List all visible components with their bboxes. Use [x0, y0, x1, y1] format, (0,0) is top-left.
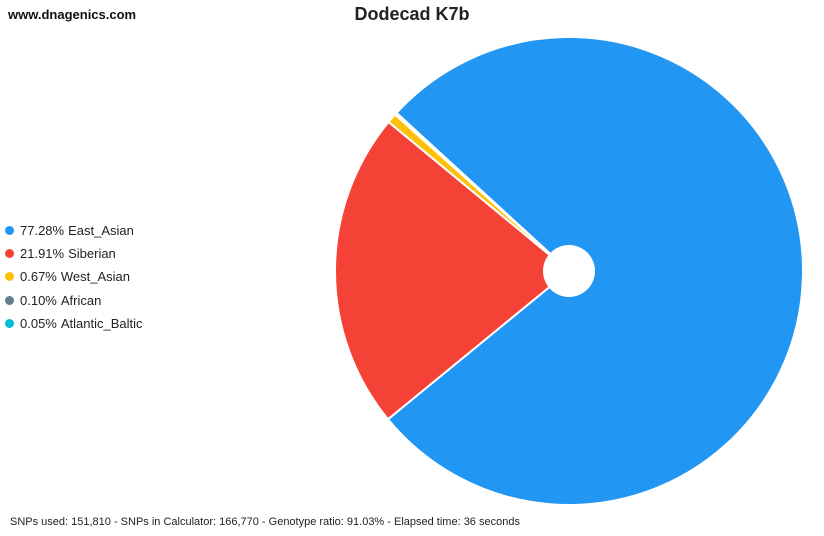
legend-item-siberian[interactable]: 21.91% Siberian [5, 242, 143, 265]
legend-value: 0.10% [20, 292, 57, 308]
pie-slice-siberian[interactable] [334, 121, 570, 421]
legend-label: Atlantic_Baltic [60, 315, 143, 331]
legend-marker [5, 249, 14, 259]
site-label[interactable]: www.dnagenics.com [8, 7, 137, 22]
legend-value: 21.91% [20, 246, 65, 262]
legend-marker [5, 295, 14, 305]
chart-title: Dodecad K7b [354, 4, 470, 24]
legend-label: Siberian [68, 246, 116, 262]
legend-value: 0.05% [20, 315, 57, 331]
stats-footer: SNPs used: 151,810 - SNPs in Calculator:… [10, 516, 520, 528]
legend-label: African [60, 292, 102, 308]
legend-item-east-asian[interactable]: 77.28% East_Asian [5, 219, 143, 242]
pie-slice-atlantic-baltic[interactable] [394, 111, 570, 272]
legend-marker [5, 272, 14, 282]
legend-label: West_Asian [60, 269, 131, 285]
legend-value: 0.67% [20, 269, 57, 285]
legend-marker [5, 226, 14, 236]
legend-label: East_Asian [68, 223, 134, 239]
legend-marker [5, 318, 14, 328]
donut-hole [543, 245, 595, 297]
chart-legend: 77.28% East_Asian 21.91% Siberian 0.67% … [5, 219, 143, 335]
legend-item-atlantic-baltic[interactable]: 0.05% Atlantic_Baltic [5, 312, 143, 335]
legend-item-west-asian[interactable]: 0.67% West_Asian [5, 265, 143, 288]
legend-value: 77.28% [20, 223, 65, 239]
legend-item-african[interactable]: 0.10% African [5, 289, 143, 312]
pie-slice-east-asian[interactable] [386, 36, 804, 506]
